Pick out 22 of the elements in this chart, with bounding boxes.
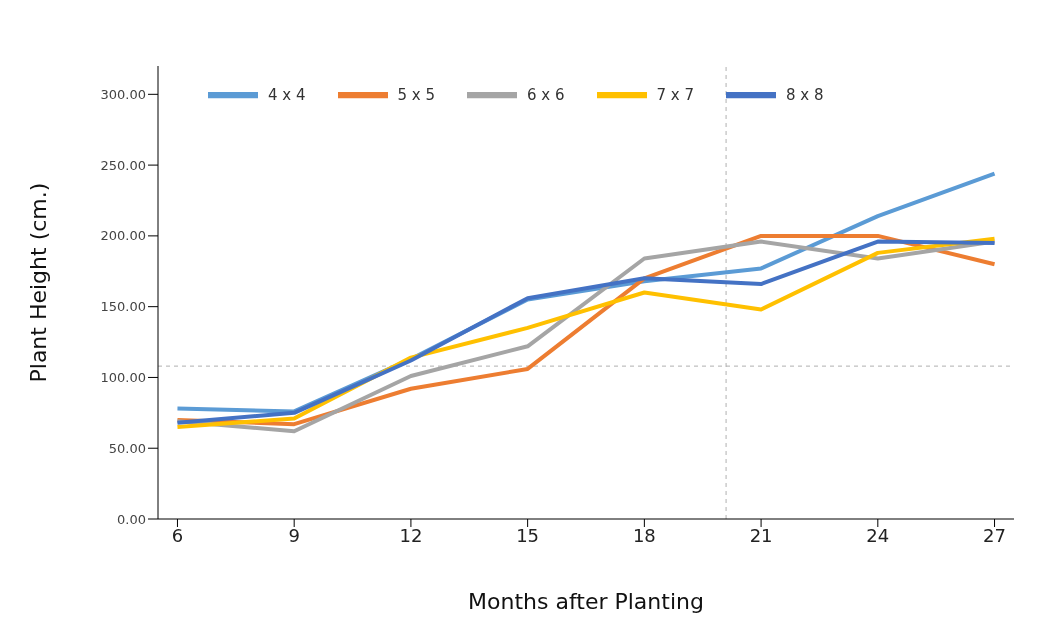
y-tick-label: 100.00 [100, 370, 146, 386]
y-tick-label: 0.00 [117, 511, 146, 527]
x-tick-label: 15 [516, 524, 540, 546]
x-tick-label: 18 [632, 524, 656, 546]
legend-label: 6 x 6 [527, 85, 565, 104]
x-tick-label: 24 [866, 524, 890, 546]
x-tick-label: 12 [399, 524, 423, 546]
x-tick-label: 27 [983, 524, 1006, 546]
legend-label: 5 x 5 [397, 85, 435, 104]
y-tick-label: 50.00 [108, 440, 146, 456]
y-tick-label: 250.00 [100, 157, 146, 173]
x-tick-label: 21 [749, 524, 773, 546]
x-axis-title: Months after Planting [468, 589, 704, 614]
legend-label: 7 x 7 [656, 85, 694, 104]
x-tick-label: 9 [288, 524, 300, 546]
y-tick-label: 200.00 [100, 228, 146, 244]
legend-label: 8 x 8 [786, 85, 824, 104]
y-axis-title: Plant Height (cm.) [25, 182, 51, 383]
legend-label: 4 x 4 [268, 85, 306, 104]
x-tick-label: 6 [171, 524, 184, 546]
y-tick-label: 150.00 [100, 299, 146, 315]
y-tick-label: 300.00 [100, 86, 146, 102]
